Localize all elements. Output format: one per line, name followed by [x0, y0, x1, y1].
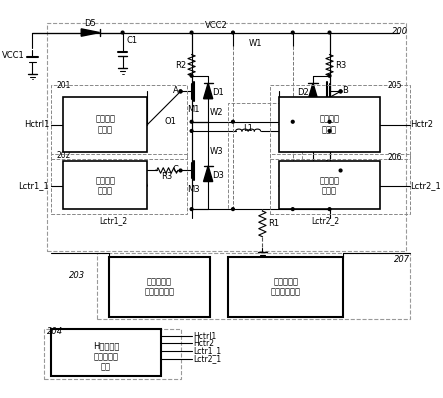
Text: O2: O2 — [333, 117, 345, 126]
Text: 202: 202 — [56, 151, 71, 160]
Bar — [109, 257, 210, 317]
Text: R1: R1 — [268, 219, 279, 228]
Text: O1: O1 — [165, 117, 177, 126]
Text: R3: R3 — [335, 60, 346, 70]
Bar — [270, 85, 409, 158]
Circle shape — [291, 208, 294, 211]
Text: 201: 201 — [56, 80, 71, 90]
Polygon shape — [308, 83, 318, 99]
Text: A: A — [173, 86, 179, 95]
Text: B: B — [342, 86, 348, 95]
Circle shape — [232, 31, 234, 34]
Text: Lctr2_1: Lctr2_1 — [194, 355, 222, 363]
Bar — [279, 161, 380, 209]
Circle shape — [190, 31, 193, 34]
Text: D1: D1 — [212, 88, 224, 97]
Bar — [229, 103, 302, 209]
Text: 200: 200 — [392, 27, 408, 36]
Circle shape — [190, 208, 193, 211]
Text: VCC1: VCC1 — [2, 51, 25, 60]
Text: 左上管驱
动电路: 左上管驱 动电路 — [95, 115, 115, 134]
Circle shape — [291, 120, 294, 123]
Polygon shape — [203, 83, 213, 99]
Text: Hctr2: Hctr2 — [411, 120, 433, 129]
Text: W2: W2 — [210, 108, 223, 117]
Text: Lctr2_2: Lctr2_2 — [311, 216, 339, 225]
Text: M3: M3 — [187, 185, 200, 194]
Circle shape — [339, 90, 342, 93]
Bar — [270, 154, 409, 214]
Polygon shape — [308, 166, 318, 181]
Polygon shape — [203, 166, 213, 181]
Bar — [97, 253, 409, 320]
Text: 207: 207 — [394, 255, 411, 264]
Circle shape — [339, 169, 342, 172]
Text: 205: 205 — [388, 81, 402, 90]
Circle shape — [121, 31, 124, 34]
Text: R2: R2 — [175, 60, 186, 70]
Bar — [51, 154, 187, 214]
Bar — [51, 329, 161, 377]
Text: R4: R4 — [348, 172, 359, 181]
Bar — [44, 329, 181, 379]
Circle shape — [190, 74, 193, 77]
Circle shape — [339, 90, 342, 93]
Text: M1: M1 — [187, 105, 200, 114]
Circle shape — [179, 90, 182, 93]
Circle shape — [291, 31, 294, 34]
Text: 203: 203 — [69, 271, 85, 280]
Text: Lctr1_1: Lctr1_1 — [18, 181, 49, 191]
Text: D2: D2 — [298, 88, 309, 97]
Circle shape — [179, 169, 182, 172]
Text: 右下管驱
动电路: 右下管驱 动电路 — [319, 176, 339, 196]
Circle shape — [328, 208, 331, 211]
Text: Lctr1_2: Lctr1_2 — [99, 216, 128, 225]
Text: Hctrl1: Hctrl1 — [194, 332, 217, 341]
Bar — [63, 97, 148, 152]
Text: Lctr2_1: Lctr2_1 — [411, 181, 441, 191]
Text: D3: D3 — [212, 171, 224, 179]
Text: VCC2: VCC2 — [205, 21, 228, 30]
Text: L1: L1 — [243, 124, 253, 133]
Text: Lctr1_1: Lctr1_1 — [194, 346, 222, 355]
Circle shape — [328, 120, 331, 123]
Text: Hctr2: Hctr2 — [194, 339, 214, 348]
Text: H桥驱动控
制信号产生
电路: H桥驱动控 制信号产生 电路 — [93, 342, 119, 372]
Text: 第二侧钒位
保护功能电路: 第二侧钒位 保护功能电路 — [271, 277, 301, 297]
Circle shape — [232, 208, 234, 211]
Text: D₄: D₄ — [299, 171, 309, 179]
Circle shape — [190, 120, 193, 123]
Circle shape — [328, 31, 331, 34]
Text: 204: 204 — [47, 327, 63, 336]
Text: M2: M2 — [322, 105, 334, 114]
Bar — [279, 97, 380, 152]
Text: M4: M4 — [322, 185, 334, 194]
Bar — [229, 257, 343, 317]
Text: D5: D5 — [85, 19, 96, 28]
Text: W1: W1 — [249, 39, 263, 48]
Text: R3: R3 — [162, 172, 173, 181]
Text: C1: C1 — [126, 36, 137, 45]
Text: W3: W3 — [210, 147, 224, 156]
Circle shape — [328, 130, 331, 132]
Text: 第一侧钒位
保护功能电路: 第一侧钒位 保护功能电路 — [144, 277, 175, 297]
Bar — [51, 85, 187, 158]
Circle shape — [328, 74, 331, 77]
Circle shape — [190, 130, 193, 132]
Bar — [47, 23, 406, 250]
Text: C: C — [173, 165, 179, 174]
Bar — [63, 161, 148, 209]
Circle shape — [179, 90, 182, 93]
Text: Hctrl1: Hctrl1 — [23, 120, 49, 129]
Circle shape — [232, 120, 234, 123]
Text: 206: 206 — [388, 153, 402, 162]
Text: 右上管驱
动电路: 右上管驱 动电路 — [319, 115, 339, 134]
Text: D: D — [342, 165, 349, 174]
Polygon shape — [81, 29, 100, 36]
Text: 左下管驱
动电路: 左下管驱 动电路 — [95, 176, 115, 196]
